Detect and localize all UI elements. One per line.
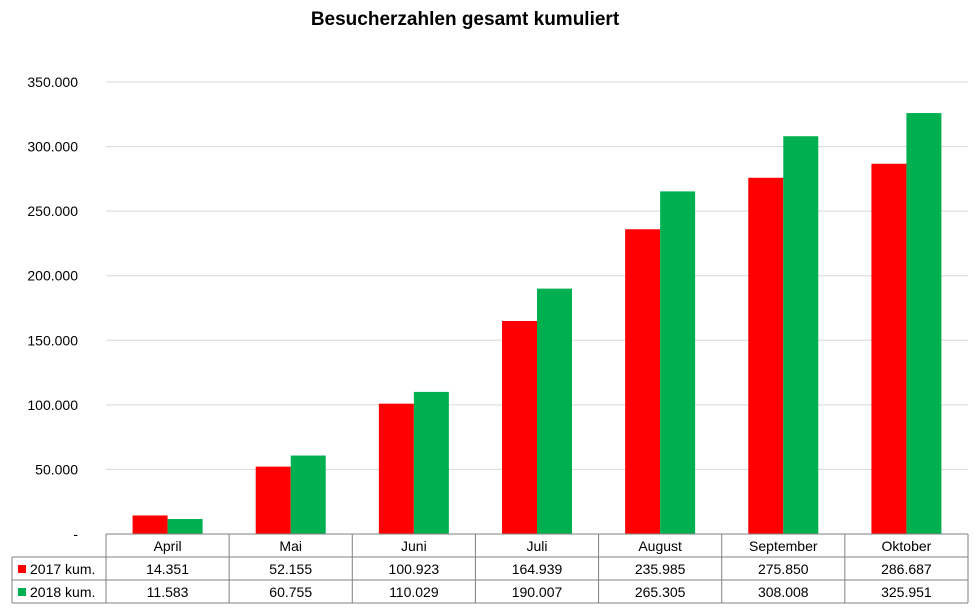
data-table-cell: 11.583 (147, 584, 189, 600)
bar-2018 (290, 455, 326, 534)
y-tick-label: 200.000 (27, 268, 78, 284)
x-tick-label: Mai (279, 538, 302, 554)
y-tick-label: 150.000 (27, 332, 78, 348)
x-tick-label: September (749, 538, 818, 554)
data-table-cell: 286.687 (881, 561, 932, 577)
data-table-cell: 164.939 (512, 561, 563, 577)
data-table-cell: 275.850 (758, 561, 809, 577)
bar-2018 (537, 288, 572, 534)
bar-2017 (625, 229, 661, 534)
bar-2017 (255, 466, 291, 534)
data-table-cell: 308.008 (758, 584, 809, 600)
legend-key (18, 588, 26, 596)
y-tick-label: - (73, 526, 78, 542)
bar-2017 (132, 515, 168, 534)
y-tick-label: 250.000 (27, 203, 78, 219)
bar-2017 (871, 163, 907, 534)
bar-2017 (748, 177, 784, 534)
data-table-cell: 265.305 (635, 584, 686, 600)
data-table-cell: 52.155 (269, 561, 312, 577)
bar-2018 (167, 519, 203, 534)
bar-2018 (660, 191, 696, 534)
data-table-cell: 14.351 (146, 561, 189, 577)
data-table-cell: 190.007 (512, 584, 563, 600)
x-tick-label: Juni (401, 538, 427, 554)
data-table-cell: 110.029 (389, 584, 439, 600)
bar-2018 (783, 136, 819, 534)
data-table-cell: 100.923 (389, 561, 440, 577)
bar-2018 (906, 113, 942, 535)
bar-2017 (502, 320, 537, 534)
y-tick-label: 100.000 (27, 397, 78, 413)
y-tick-label: 350.000 (27, 74, 78, 90)
legend-label: 2018 kum. (30, 584, 95, 600)
legend-label: 2017 kum. (30, 561, 95, 577)
x-tick-label: Oktober (882, 538, 932, 554)
x-tick-label: April (154, 538, 182, 554)
x-tick-label: August (638, 538, 682, 554)
bar-2017 (378, 403, 414, 534)
x-tick-label: Juli (526, 538, 547, 554)
chart-title: Besucherzahlen gesamt kumuliert (310, 9, 620, 30)
bar-2018 (413, 391, 449, 534)
data-table-cell: 325.951 (881, 584, 932, 600)
legend-key (18, 565, 26, 573)
y-tick-label: 300.000 (27, 139, 78, 155)
y-tick-label: 50.000 (35, 461, 78, 477)
data-table-cell: 60.755 (269, 584, 312, 600)
data-table-cell: 235.985 (635, 561, 686, 577)
